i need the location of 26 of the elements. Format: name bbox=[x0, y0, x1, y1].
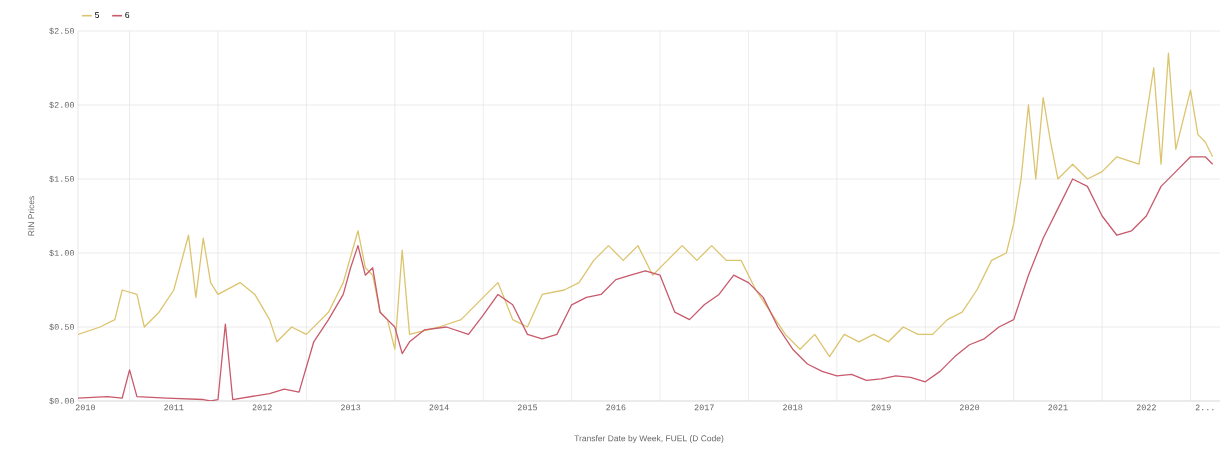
x-tick-label: 2015 bbox=[517, 404, 538, 411]
x-tick-label: 2011 bbox=[164, 404, 184, 411]
y-tick-label: $2.50 bbox=[49, 27, 74, 35]
x-tick-label: 2013 bbox=[341, 404, 361, 411]
x-tick-label: 2019 bbox=[871, 404, 891, 411]
x-axis-title: Transfer Date by Week, FUEL (D Code) bbox=[574, 435, 724, 443]
y-tick-label: $0.00 bbox=[49, 397, 74, 405]
y-tick-label: $1.50 bbox=[49, 175, 74, 183]
x-tick-label: 2014 bbox=[429, 404, 449, 411]
x-tick-label: 2010 bbox=[75, 404, 96, 411]
x-tick-label: 2022 bbox=[1136, 404, 1156, 411]
y-axis-title: RIN Prices bbox=[28, 196, 35, 236]
legend-label: 5 bbox=[95, 12, 100, 18]
x-tick-label: 2012 bbox=[252, 404, 272, 411]
x-tick-label: 2016 bbox=[606, 404, 626, 411]
y-tick-label: $1.00 bbox=[49, 249, 74, 257]
y-tick-label: $2.00 bbox=[49, 101, 74, 109]
x-tick-label: 2017 bbox=[694, 404, 714, 411]
line-series bbox=[78, 52, 1214, 358]
x-tick-label: 2020 bbox=[959, 404, 980, 411]
legend-label: 6 bbox=[125, 12, 130, 18]
x-tick-label: 2021 bbox=[1048, 404, 1068, 411]
y-tick-label: $0.50 bbox=[49, 323, 74, 331]
x-tick-label: 2018 bbox=[783, 404, 803, 411]
x-tick-label: 2... bbox=[1195, 404, 1214, 411]
line-series bbox=[78, 156, 1214, 401]
